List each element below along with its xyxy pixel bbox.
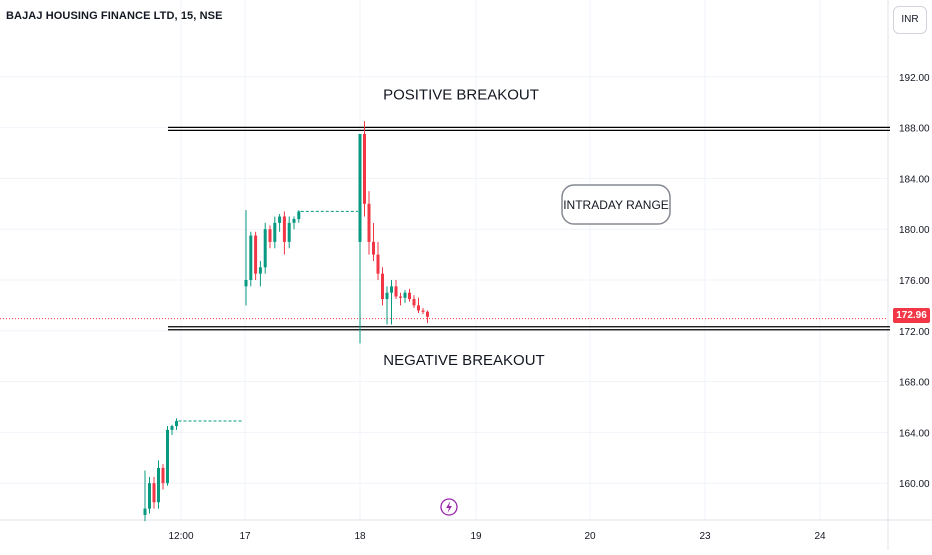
candle-body: [408, 292, 411, 300]
candle-body: [367, 203, 371, 242]
candle-body: [273, 222, 277, 242]
candle-body: [376, 254, 380, 274]
y-tick-label: 160.00: [899, 479, 930, 490]
y-tick-label: 192.00: [899, 73, 930, 84]
candle-body: [258, 267, 262, 274]
y-tick-label: 164.00: [899, 428, 930, 439]
candle-body: [254, 235, 258, 274]
candle-body: [166, 429, 169, 484]
candle-body: [358, 133, 362, 242]
candle-body: [249, 235, 253, 280]
x-tick-label: 18: [354, 531, 366, 542]
y-tick-label: 172.00: [899, 327, 930, 338]
positive-breakout-label: POSITIVE BREAKOUT: [383, 87, 539, 104]
candle-body: [421, 310, 425, 312]
x-tick-label: 19: [470, 531, 482, 542]
candle-body: [390, 286, 393, 293]
lightning-bolt-icon-glyph: [446, 501, 452, 513]
candle-body: [385, 292, 389, 300]
candle-body: [143, 508, 147, 515]
y-tick-label: 188.00: [899, 124, 930, 135]
last-price-tag: 172.96: [893, 308, 930, 323]
candle-body: [161, 467, 165, 484]
y-tick-label: 168.00: [899, 378, 930, 389]
candle-body: [148, 483, 151, 509]
candle-body: [363, 133, 366, 204]
candle-body: [157, 467, 160, 503]
candle-body: [244, 280, 248, 287]
x-tick-label: 20: [584, 531, 596, 542]
candle-body: [399, 296, 402, 298]
candle-body: [175, 420, 178, 427]
x-tick-label: 23: [699, 531, 711, 542]
candle-body: [297, 211, 301, 220]
candle-body: [287, 222, 291, 242]
candle-body: [268, 229, 272, 242]
y-tick-label: 180.00: [899, 225, 930, 236]
x-tick-label: 12:00: [168, 531, 193, 542]
candle-body: [282, 216, 286, 242]
negative-breakout-label: NEGATIVE BREAKOUT: [383, 352, 544, 369]
x-tick-label: 17: [239, 531, 251, 542]
x-tick-label: 24: [814, 531, 826, 542]
candle-body: [152, 483, 156, 503]
candle-body: [426, 311, 429, 317]
y-tick-label: 176.00: [899, 276, 930, 287]
candle-body: [394, 286, 398, 297]
intraday-range-box[interactable]: [561, 184, 671, 225]
y-tick-label: 184.00: [899, 174, 930, 185]
candle-body: [372, 241, 375, 255]
candle-body: [417, 305, 420, 311]
candle-body: [292, 219, 296, 223]
candle-body: [278, 216, 282, 223]
candle-body: [263, 229, 267, 268]
symbol-title: BAJAJ HOUSING FINANCE LTD, 15, NSE: [6, 10, 223, 22]
currency-button[interactable]: INR: [893, 6, 927, 34]
candle-body: [403, 292, 407, 298]
candle-body: [170, 426, 174, 430]
candle-body: [381, 273, 384, 300]
intraday-range-label: INTRADAY RANGE: [563, 198, 669, 212]
candle-body: [412, 299, 416, 306]
